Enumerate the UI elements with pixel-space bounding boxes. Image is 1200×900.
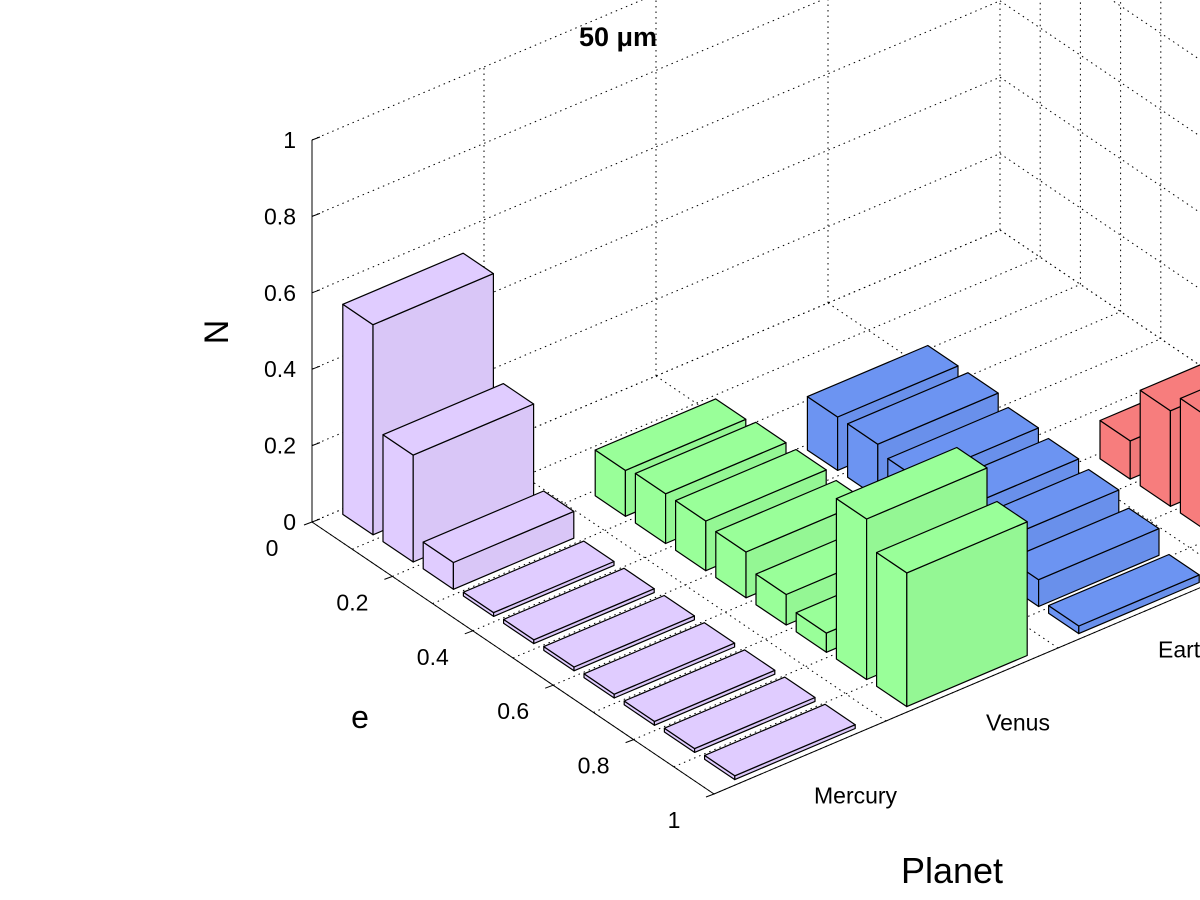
n-tick-label: 0.8 xyxy=(264,203,296,229)
bar-mercury-e-bin xyxy=(422,490,575,590)
left-wall-n-gridline xyxy=(311,153,1001,447)
floor-planet-gridline xyxy=(483,448,887,722)
bar-top-face xyxy=(663,676,816,750)
floor-e-gridline xyxy=(512,365,1200,659)
n-tick-label: 0.2 xyxy=(264,433,296,459)
bar-front-face xyxy=(835,498,868,681)
n-tick-mark xyxy=(311,136,321,141)
e-tick-label: 0.2 xyxy=(336,589,368,615)
bar-top-face xyxy=(634,421,787,495)
e-tick-label: 0.4 xyxy=(417,644,449,670)
bar-mercury-e-bin xyxy=(462,540,615,618)
back-wall-n-gridline xyxy=(1000,0,1200,120)
n-tick-mark xyxy=(311,518,321,523)
bar-top-face xyxy=(1047,553,1200,627)
left-wall-n-gridline xyxy=(311,0,1001,294)
e-tick-mark xyxy=(625,739,634,744)
labels-layer: 0 0.2 0.4 0.6 0.8 1 0 0.2 0.4 0.6 0.8 1 Mercury Venus… xyxy=(264,127,1200,833)
bar-mercury-e-bin xyxy=(663,676,816,754)
floor-e-gridline xyxy=(311,229,1001,523)
bar-top-face xyxy=(382,383,535,456)
bar-top-face xyxy=(875,500,1028,574)
bar-mercury-e-bin xyxy=(623,649,776,726)
e-tick-mark xyxy=(545,684,554,689)
e-tick-label: 0.6 xyxy=(497,698,529,724)
bar-mercury-e-bin xyxy=(583,622,736,699)
planet-tick-label: Earth xyxy=(1158,637,1200,663)
axes-layer xyxy=(303,136,1200,798)
bar-mercury-e-bin xyxy=(543,594,696,672)
bar-top-face xyxy=(703,703,856,777)
bar-top-face xyxy=(342,252,494,326)
planet-tick-label: Venus xyxy=(986,710,1050,736)
bar-earth-e-bin xyxy=(1007,507,1160,608)
back-wall-n-gridline xyxy=(1110,0,1200,61)
planet-tick-label: Mercury xyxy=(814,783,898,809)
bar-top-face xyxy=(674,448,827,522)
left-wall-n-gridline xyxy=(311,0,644,141)
bar-top-face xyxy=(1007,507,1160,581)
back-wall-n-gridline xyxy=(999,76,1200,214)
n-tick-label: 1 xyxy=(283,127,296,153)
bar-front-face xyxy=(1179,397,1200,528)
bars-layer xyxy=(342,252,1200,781)
left-wall-n-gridline xyxy=(311,76,1001,370)
y-axis-title: Planet xyxy=(901,850,1003,891)
bar-top-face xyxy=(623,649,776,723)
bar-top-face xyxy=(422,490,575,564)
z-axis-title: N xyxy=(198,320,236,345)
n-tick-mark xyxy=(311,365,321,370)
e-tick-label: 1 xyxy=(668,807,681,833)
e-tick-mark xyxy=(384,575,393,580)
bar-top-face xyxy=(806,344,959,418)
bar-mars-e-bin xyxy=(1179,389,1200,528)
bar-top-face xyxy=(835,446,988,520)
e-tick-label: 0.8 xyxy=(578,753,610,779)
bar-top-face xyxy=(543,594,696,668)
n-tick-label: 0 xyxy=(283,509,296,535)
bar-top-face xyxy=(594,398,747,471)
bar-top-face xyxy=(1179,389,1200,413)
floor-e-gridline xyxy=(472,338,1161,632)
x-axis-title: e xyxy=(351,699,369,735)
e-tick-label: 0 xyxy=(266,535,279,561)
bar-mercury-e-bin xyxy=(503,567,655,645)
bar-front-face xyxy=(382,434,414,563)
bar-top-face xyxy=(583,622,736,695)
e-tick-mark xyxy=(303,521,313,526)
e-tick-mark xyxy=(464,630,473,635)
bar-venus-e-bin xyxy=(875,500,1028,708)
bar-top-face xyxy=(503,567,655,641)
n-tick-mark xyxy=(311,289,321,294)
floor-e-gridline xyxy=(352,256,1041,550)
bar-top-face xyxy=(846,372,999,445)
bar-mercury-e-bin xyxy=(703,703,856,781)
back-wall-n-gridline xyxy=(999,0,1200,137)
chart-title: 50 μm xyxy=(579,22,657,52)
n-tick-mark xyxy=(311,442,321,447)
n-tick-mark xyxy=(311,212,321,217)
e-axis-line xyxy=(311,521,715,795)
bar-front-face xyxy=(342,303,374,536)
floor-e-gridline xyxy=(432,311,1121,605)
e-tick-mark xyxy=(705,793,715,798)
bar-earth-e-bin xyxy=(1047,553,1200,635)
planet-axis-line xyxy=(713,587,1200,795)
bar-top-face xyxy=(462,540,615,614)
n-tick-label: 0.6 xyxy=(264,280,296,306)
n-tick-label: 0.4 xyxy=(264,356,296,382)
floor-e-gridline xyxy=(392,283,1081,577)
bar-front-face xyxy=(875,551,908,708)
